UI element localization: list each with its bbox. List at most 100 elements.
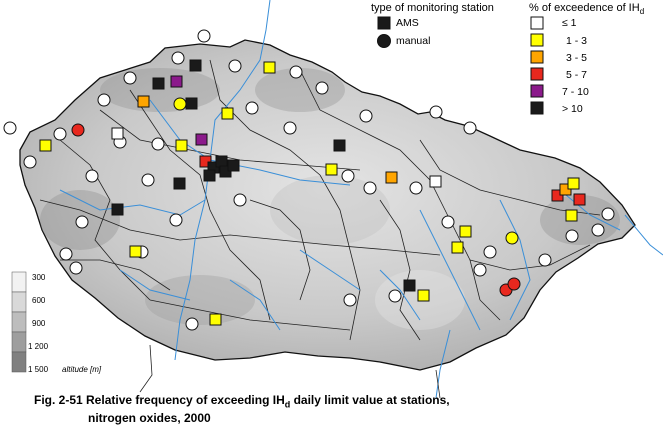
legend-manual-label: manual bbox=[396, 35, 431, 47]
station-ams bbox=[203, 169, 216, 182]
station-manual bbox=[23, 155, 37, 169]
station-ams bbox=[152, 77, 165, 90]
station-manual bbox=[169, 213, 183, 227]
station-manual bbox=[53, 127, 67, 141]
station-manual bbox=[123, 71, 137, 85]
station-manual bbox=[97, 93, 111, 107]
station-manual bbox=[341, 169, 355, 183]
station-manual bbox=[59, 247, 73, 261]
station-manual bbox=[141, 173, 155, 187]
legend-class-label-3: 5 - 7 bbox=[566, 69, 588, 81]
legend-class-label-2: 3 - 5 bbox=[566, 52, 588, 64]
station-ams bbox=[221, 107, 234, 120]
legend-swatch-4 bbox=[530, 84, 544, 98]
station-manual bbox=[343, 293, 357, 307]
station-ams bbox=[175, 139, 188, 152]
station-manual bbox=[441, 215, 455, 229]
legend-ams-square bbox=[377, 16, 391, 30]
station-ams bbox=[189, 59, 202, 72]
ams-stations bbox=[39, 59, 586, 326]
station-ams bbox=[195, 133, 208, 146]
station-ams bbox=[111, 127, 124, 140]
station-manual bbox=[388, 289, 402, 303]
altitude-tick-2: 900 bbox=[32, 319, 46, 328]
station-manual bbox=[85, 169, 99, 183]
station-ams bbox=[429, 175, 442, 188]
station-ams bbox=[451, 241, 464, 254]
station-ams bbox=[215, 155, 228, 168]
station-ams bbox=[417, 289, 430, 302]
station-ams bbox=[459, 225, 472, 238]
station-ams bbox=[573, 193, 586, 206]
station-ams bbox=[567, 177, 580, 190]
station-ams bbox=[173, 177, 186, 190]
station-manual bbox=[173, 97, 187, 111]
station-manual bbox=[171, 51, 185, 65]
station-ams bbox=[565, 209, 578, 222]
altitude-band-1 bbox=[11, 291, 27, 313]
legend-class-title-text: % of exceedence of IH bbox=[529, 2, 640, 14]
station-manual bbox=[565, 229, 579, 243]
station-ams bbox=[385, 171, 398, 184]
station-manual bbox=[3, 121, 17, 135]
legend-class-swatches bbox=[530, 16, 544, 115]
station-ams bbox=[185, 97, 198, 110]
caption-line-1-sub: d bbox=[284, 399, 291, 410]
altitude-band-2 bbox=[11, 311, 27, 333]
station-manual bbox=[591, 223, 605, 237]
altitude-band-4 bbox=[11, 351, 27, 373]
station-manual bbox=[283, 121, 297, 135]
caption-line-2: nitrogen oxides, 2000 bbox=[88, 411, 211, 425]
station-ams bbox=[263, 61, 276, 74]
station-ams bbox=[39, 139, 52, 152]
caption-line-1-post: daily limit value at stations, bbox=[290, 393, 450, 407]
station-manual bbox=[69, 261, 83, 275]
altitude-band-0 bbox=[11, 271, 27, 293]
altitude-tick-1: 600 bbox=[32, 296, 46, 305]
station-manual bbox=[538, 253, 552, 267]
station-ams bbox=[227, 159, 240, 172]
legend-class-label-4: 7 - 10 bbox=[562, 86, 589, 98]
station-manual bbox=[363, 181, 377, 195]
altitude-band-3 bbox=[11, 331, 27, 353]
figure-caption: Fig. 2-51 Relative frequency of exceedin… bbox=[34, 393, 450, 425]
station-manual bbox=[601, 207, 615, 221]
station-manual bbox=[185, 317, 199, 331]
legend-class-label-1: 1 - 3 bbox=[566, 35, 588, 47]
station-ams bbox=[209, 313, 222, 326]
legend-swatch-1 bbox=[530, 33, 544, 47]
station-ams bbox=[333, 139, 346, 152]
station-manual bbox=[359, 109, 373, 123]
station-manual bbox=[429, 105, 443, 119]
station-ams bbox=[325, 163, 338, 176]
station-ams bbox=[111, 203, 124, 216]
legend-swatch-5 bbox=[530, 101, 544, 115]
altitude-tick-0: 300 bbox=[32, 273, 46, 282]
station-manual bbox=[75, 215, 89, 229]
legend-swatch-0 bbox=[530, 16, 544, 30]
station-manual bbox=[463, 121, 477, 135]
legend-manual-circle bbox=[377, 34, 391, 48]
station-manual bbox=[505, 231, 519, 245]
station-ams bbox=[129, 245, 142, 258]
legend-class-label-0: ≤ 1 bbox=[562, 17, 577, 29]
station-manual bbox=[197, 29, 211, 43]
legend-type-title: type of monitoring station bbox=[371, 2, 494, 14]
station-manual bbox=[245, 101, 259, 115]
country-outline bbox=[19, 39, 636, 371]
altitude-colorbar bbox=[11, 271, 27, 373]
legend-class-label-5: > 10 bbox=[562, 103, 583, 115]
altitude-tick-4: 1 500 bbox=[28, 365, 49, 374]
legend-swatch-2 bbox=[530, 50, 544, 64]
legend-class-title: % of exceedence of IHd bbox=[529, 2, 644, 16]
station-manual bbox=[233, 193, 247, 207]
legend-swatch-3 bbox=[530, 67, 544, 81]
station-manual bbox=[228, 59, 242, 73]
station-manual bbox=[71, 123, 85, 137]
station-ams bbox=[137, 95, 150, 108]
station-ams bbox=[403, 279, 416, 292]
outside-rivers bbox=[139, 344, 441, 399]
station-manual bbox=[507, 277, 521, 291]
caption-line-1: Fig. 2-51 Relative frequency of exceedin… bbox=[34, 393, 450, 411]
